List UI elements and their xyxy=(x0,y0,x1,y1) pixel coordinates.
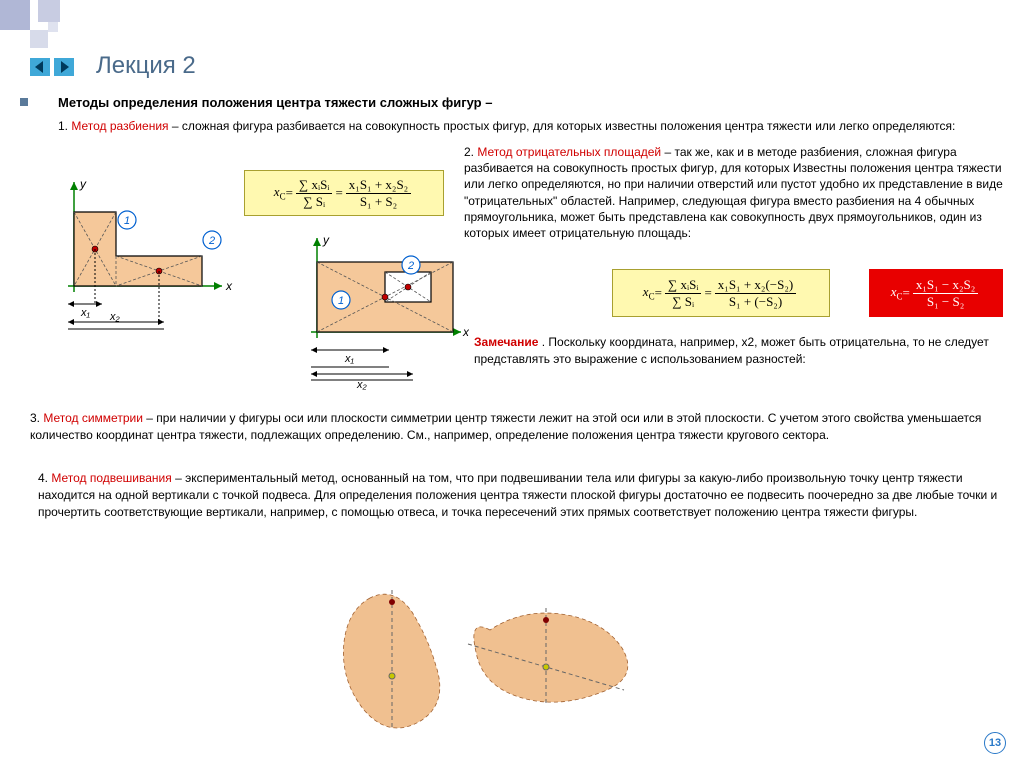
method4-block: 4. Метод подвешивания – экспериментальны… xyxy=(38,470,1006,520)
figure-negative: x y 1 2 x₁ x₂ xyxy=(299,232,469,392)
method1-line: 1. Метод разбиения – сложная фигура разб… xyxy=(58,118,1006,134)
svg-text:y: y xyxy=(322,233,330,247)
method3-label: Метод симметрии xyxy=(43,411,143,425)
method2-label: Метод отрицательных площадей xyxy=(477,145,661,159)
formula-wrong: xC = x₁S₁ − x₂S₂S₁ − S₂ xyxy=(869,269,1003,317)
svg-text:x: x xyxy=(225,279,233,293)
section-heading: Методы определения положения центра тяже… xyxy=(58,94,1006,112)
svg-text:1: 1 xyxy=(124,215,130,227)
intro-block: Методы определения положения центра тяже… xyxy=(58,94,1006,134)
svg-text:2: 2 xyxy=(208,235,215,247)
lecture-title: Лекция 2 xyxy=(96,52,196,80)
remark-label: Замечание xyxy=(474,335,538,349)
svg-text:2: 2 xyxy=(407,260,414,272)
diagrams-row: x y 1 2 x₁ x₂ xC = ∑ xᵢSᵢ∑ Sᵢ = x₁S₁ + x… xyxy=(54,144,1006,394)
svg-text:x: x xyxy=(462,325,469,339)
method4-label: Метод подвешивания xyxy=(51,471,171,485)
method2-block: 2. Метод отрицательных площадей – так же… xyxy=(464,144,1006,241)
next-button[interactable] xyxy=(54,58,74,76)
svg-text:x₁: x₁ xyxy=(80,307,91,319)
svg-text:x₂: x₂ xyxy=(356,379,368,391)
bullet-icon xyxy=(20,98,28,106)
remark-block: Замечание . Поскольку координата, наприм… xyxy=(474,334,1006,368)
nav-arrows xyxy=(30,58,74,76)
formula-partition: xC = ∑ xᵢSᵢ∑ Sᵢ = x₁S₁ + x₂S₂S₁ + S₂ xyxy=(244,170,444,216)
svg-text:1: 1 xyxy=(338,295,344,307)
svg-text:x₂: x₂ xyxy=(109,311,121,323)
formula-negative: xC = ∑ xᵢSᵢ∑ Sᵢ = x₁S₁ + x₂(−S₂)S₁ + (−S… xyxy=(612,269,830,317)
method1-label: Метод разбиения xyxy=(71,119,168,133)
page-number: 13 xyxy=(984,732,1006,754)
svg-text:y: y xyxy=(79,177,87,191)
figure-partition: x y 1 2 x₁ x₂ xyxy=(54,174,234,344)
figure-suspension xyxy=(320,580,670,740)
method3-block: 3. Метод симметрии – при наличии у фигур… xyxy=(30,410,1006,444)
prev-button[interactable] xyxy=(30,58,50,76)
svg-text:x₁: x₁ xyxy=(344,353,355,365)
